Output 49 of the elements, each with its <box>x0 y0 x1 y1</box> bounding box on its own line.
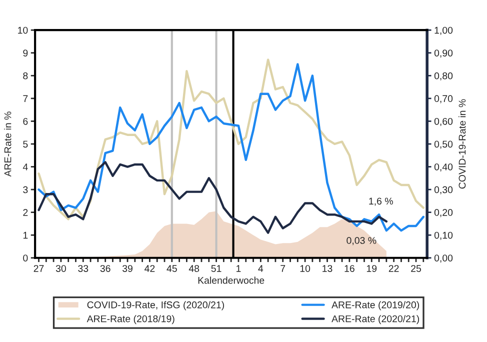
y-tick-label: 10 <box>18 26 28 34</box>
x-tick-label: 27 <box>34 265 44 272</box>
annotation: 1,6 % <box>369 198 393 206</box>
y2-tick-label: 0,20 <box>434 209 453 218</box>
y-tick-label: 0 <box>23 254 28 262</box>
y2-tick-label: 0,70 <box>434 95 453 104</box>
x-axis-title: Kalenderwoche <box>198 276 264 284</box>
annotation: 0,03 % <box>346 237 376 246</box>
y-tick-label: 5 <box>23 140 28 148</box>
y2-axis-title: COVID-19-Rate in % <box>458 99 466 189</box>
x-tick-label: 45 <box>166 265 177 272</box>
x-tick-label: 36 <box>100 265 110 272</box>
x-tick-label: 25 <box>411 265 422 272</box>
x-tick-label: 7 <box>280 265 286 272</box>
legend-label: ARE-Rate (2019/20) <box>332 301 420 310</box>
x-tick-label: 19 <box>366 265 377 272</box>
y2-tick-label: 0,00 <box>434 254 453 263</box>
y-axis-title: ARE-Rate in % <box>4 112 12 177</box>
y-tick-label: 9 <box>23 50 28 56</box>
y2-tick-label: 0,90 <box>434 50 453 58</box>
x-tick-label: 39 <box>122 265 132 272</box>
x-tick-label: 13 <box>322 265 332 272</box>
y2-tick-label: 1,00 <box>434 26 453 35</box>
legend-label: ARE-Rate (2020/21) <box>332 315 420 324</box>
y2-tick-label: 0,50 <box>434 140 453 149</box>
legend-label: ARE-Rate (2018/19) <box>86 315 174 324</box>
y-tick-label: 2 <box>23 209 28 216</box>
y2-tick-label: 0,80 <box>434 72 453 80</box>
x-tick-label: 51 <box>211 265 222 272</box>
y-tick-label: 8 <box>23 72 28 80</box>
x-tick-label: 4 <box>258 265 264 272</box>
y-tick-label: 1 <box>23 232 28 239</box>
x-tick-label: 33 <box>78 265 88 272</box>
y2-tick-label: 0,10 <box>434 232 453 240</box>
legend-label: COVID-19-Rate, IfSG (2020/21) <box>87 301 224 310</box>
y-tick-label: 6 <box>23 118 28 125</box>
x-tick-label: 22 <box>388 265 399 272</box>
y-tick-label: 7 <box>23 95 28 102</box>
x-tick-label: 48 <box>188 265 200 272</box>
y-tick-label: 3 <box>23 186 28 194</box>
y-tick-label: 4 <box>22 164 28 170</box>
x-tick-label: 30 <box>56 265 66 272</box>
x-tick-label: 42 <box>144 265 155 272</box>
y2-tick-label: 0,60 <box>434 118 453 126</box>
x-tick-label: 16 <box>344 265 354 272</box>
y2-tick-label: 0,30 <box>434 186 453 194</box>
y2-tick-label: 0,40 <box>434 163 453 172</box>
x-tick-label: 10 <box>300 265 310 272</box>
x-tick-label: 1 <box>236 265 241 272</box>
